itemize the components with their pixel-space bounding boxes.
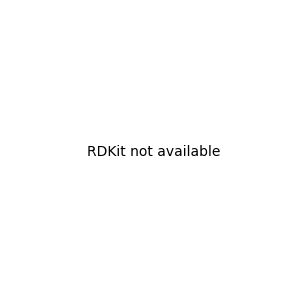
Text: RDKit not available: RDKit not available xyxy=(87,145,220,158)
